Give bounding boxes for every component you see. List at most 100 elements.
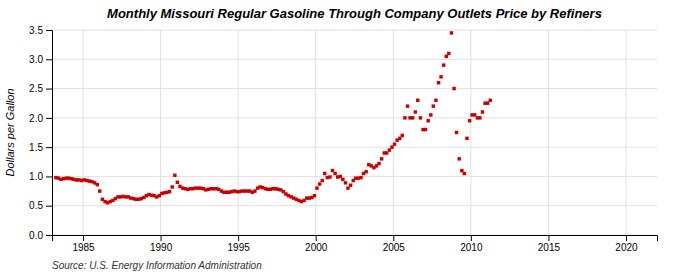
tick-label: 2005 xyxy=(383,242,406,253)
tick-mark xyxy=(83,235,84,241)
point xyxy=(401,134,404,137)
point xyxy=(416,99,419,102)
tick-mark xyxy=(238,235,239,241)
tick-mark xyxy=(46,59,52,60)
grid-line-x xyxy=(83,30,84,235)
tick-label: 1995 xyxy=(228,242,251,253)
tick-mark xyxy=(316,235,317,241)
point xyxy=(96,183,99,186)
point xyxy=(434,99,437,102)
y-axis-title: Dollars per Gallon xyxy=(4,88,16,176)
point xyxy=(450,31,453,34)
point xyxy=(315,186,318,189)
tick-mark xyxy=(46,89,52,90)
point xyxy=(321,179,324,182)
grid-line-y xyxy=(52,59,657,60)
annotation: Source: U.S. Energy Information Administ… xyxy=(52,260,262,271)
point xyxy=(403,116,406,119)
point xyxy=(447,52,450,55)
point xyxy=(344,181,347,184)
point xyxy=(318,182,321,185)
grid-line-y xyxy=(52,30,657,31)
tick-mark xyxy=(46,206,52,207)
point xyxy=(452,87,455,90)
tick: 2015 xyxy=(538,235,561,253)
tick-mark xyxy=(46,118,52,119)
tick: 1.5 xyxy=(29,142,52,153)
tick: 1990 xyxy=(150,235,173,253)
tick-label: 2010 xyxy=(460,242,483,253)
tick-mark xyxy=(46,176,52,177)
points xyxy=(54,31,492,204)
tick-mark xyxy=(46,235,52,236)
point xyxy=(455,131,458,134)
tick-label: 0.0 xyxy=(29,230,43,241)
point xyxy=(328,175,331,178)
tick: 3.5 xyxy=(29,25,52,36)
tick-mark xyxy=(46,147,52,148)
tick-label: 2.0 xyxy=(29,113,43,124)
axis-line xyxy=(46,31,53,236)
point xyxy=(478,116,481,119)
x-axis: 19851990199520002005201020152020 xyxy=(53,235,658,253)
point xyxy=(419,116,422,119)
tick-mark xyxy=(46,30,52,31)
plot: 198519901995200020052010201520200.00.51.… xyxy=(29,25,657,253)
grid-line-y xyxy=(52,117,657,118)
point xyxy=(98,189,101,192)
point xyxy=(377,162,380,165)
point xyxy=(463,172,466,175)
grid-line-x xyxy=(548,30,549,235)
tick-mark xyxy=(626,235,627,241)
point xyxy=(439,75,442,78)
point xyxy=(364,170,367,173)
tick-mark xyxy=(548,235,549,241)
point xyxy=(426,119,429,122)
grid-line-y xyxy=(52,88,657,89)
tick-label: 1.5 xyxy=(29,142,43,153)
tick: 3.0 xyxy=(29,54,52,65)
tick-label: 0.5 xyxy=(29,200,43,211)
tick-label: 2000 xyxy=(305,242,328,253)
point xyxy=(411,116,414,119)
tick: 2010 xyxy=(460,235,483,253)
point xyxy=(489,99,492,102)
tick: 2000 xyxy=(305,235,328,253)
tick-label: 2015 xyxy=(538,242,561,253)
tick-label: 1.0 xyxy=(29,171,43,182)
tick-mark xyxy=(161,235,162,241)
point xyxy=(414,110,417,113)
grid-line-y xyxy=(52,205,657,206)
tick: 2.5 xyxy=(29,83,52,94)
point xyxy=(429,113,432,116)
grid-line-x xyxy=(625,30,626,235)
tick-label: 3.5 xyxy=(29,25,43,36)
point xyxy=(406,104,409,107)
tick: 1995 xyxy=(228,235,251,253)
point xyxy=(457,157,460,160)
grid xyxy=(52,30,657,235)
grid-line-x xyxy=(470,30,471,235)
point xyxy=(313,194,316,197)
grid-line-y xyxy=(52,147,657,148)
tick-label: 1990 xyxy=(150,242,173,253)
tick-mark xyxy=(471,235,472,241)
point xyxy=(323,172,326,175)
tick: 0.5 xyxy=(29,200,52,211)
chart: 198519901995200020052010201520200.00.51.… xyxy=(0,0,675,275)
tick: 1.0 xyxy=(29,171,52,182)
point xyxy=(359,176,362,179)
point xyxy=(173,174,176,177)
tick: 1985 xyxy=(72,235,95,253)
tick-mark xyxy=(393,235,394,241)
tick-label: 2.5 xyxy=(29,83,43,94)
point xyxy=(393,142,396,145)
axis-line xyxy=(53,236,658,242)
title: Monthly Missouri Regular Gasoline Throug… xyxy=(107,6,602,21)
tick: 0.0 xyxy=(29,230,52,241)
tick-label: 1985 xyxy=(72,242,95,253)
point xyxy=(437,81,440,84)
point xyxy=(424,128,427,131)
point xyxy=(380,157,383,160)
point xyxy=(465,137,468,140)
